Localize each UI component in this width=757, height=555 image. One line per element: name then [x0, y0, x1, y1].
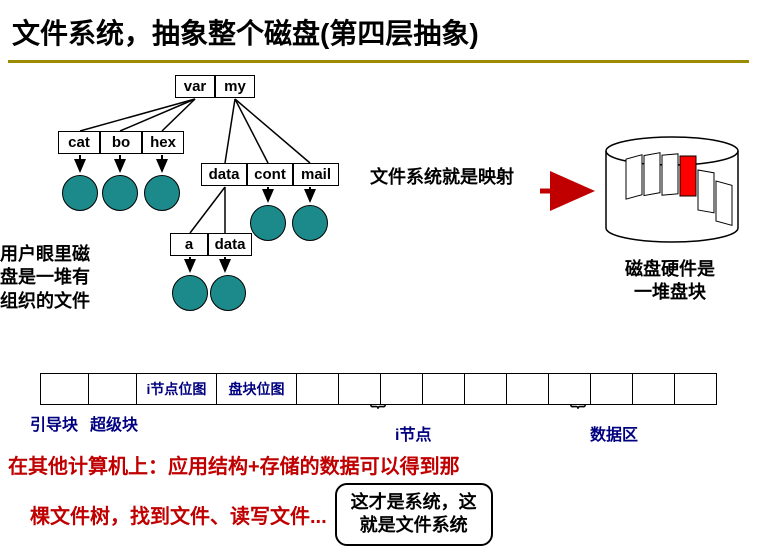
disk-cell	[465, 374, 507, 404]
bottom-line-2: 棵文件树，找到文件、读写文件...	[30, 500, 327, 529]
disk-cell	[591, 374, 633, 404]
tree-node-mail: mail	[293, 163, 339, 186]
tree-node-my: my	[215, 75, 255, 98]
bottom-line-1: 在其他计算机上：应用结构+存储的数据可以得到那	[8, 450, 749, 479]
label-data: 数据区	[590, 421, 638, 445]
file-circle	[144, 175, 180, 211]
tree-diagram: var my cat bo hex data cont mail a data …	[0, 63, 757, 363]
file-circle	[62, 175, 98, 211]
page-title: 文件系统，抽象整个磁盘(第四层抽象)	[0, 0, 757, 60]
label-boot: 引导块	[30, 411, 78, 435]
file-circle	[102, 175, 138, 211]
file-circle	[292, 205, 328, 241]
disk-cell-bmap: 盘块位图	[217, 374, 297, 404]
tree-node-var: var	[175, 75, 215, 98]
mapping-label: 文件系统就是映射	[370, 163, 514, 189]
file-circle	[210, 275, 246, 311]
callout-box: 这才是系统，这 就是文件系统	[335, 483, 493, 546]
user-view-label: 用户眼里磁 盘是一堆有 组织的文件	[0, 243, 120, 313]
disk-cell-boot	[41, 374, 89, 404]
tree-node-cont: cont	[247, 163, 293, 186]
disk-cell	[633, 374, 675, 404]
label-inode: i节点	[395, 421, 431, 445]
disk-cell	[381, 374, 423, 404]
disk-bottom-labels: 引导块 超级块 ︸ i节点 ︸ 数据区	[40, 405, 717, 450]
disk-cell-super	[89, 374, 137, 404]
disk-cell	[423, 374, 465, 404]
disk-cylinder-icon	[600, 133, 745, 253]
label-super: 超级块	[90, 411, 138, 435]
disk-cell	[507, 374, 549, 404]
file-circle	[172, 275, 208, 311]
tree-node-cat: cat	[58, 131, 100, 154]
tree-node-bo: bo	[100, 131, 142, 154]
brace-inode: ︸	[370, 399, 386, 423]
disk-cell-imap: i节点位图	[137, 374, 217, 404]
disk-cell	[297, 374, 339, 404]
tree-node-data2: data	[208, 233, 252, 256]
bottom-line-2-row: 棵文件树，找到文件、读写文件... 这才是系统，这 就是文件系统	[30, 483, 749, 546]
tree-node-a: a	[170, 233, 208, 256]
tree-node-data: data	[201, 163, 247, 186]
hardware-label: 磁盘硬件是 一堆盘块	[600, 258, 740, 305]
tree-node-hex: hex	[142, 131, 184, 154]
disk-cell	[675, 374, 716, 404]
brace-data: ︸	[570, 399, 586, 423]
file-circle	[250, 205, 286, 241]
